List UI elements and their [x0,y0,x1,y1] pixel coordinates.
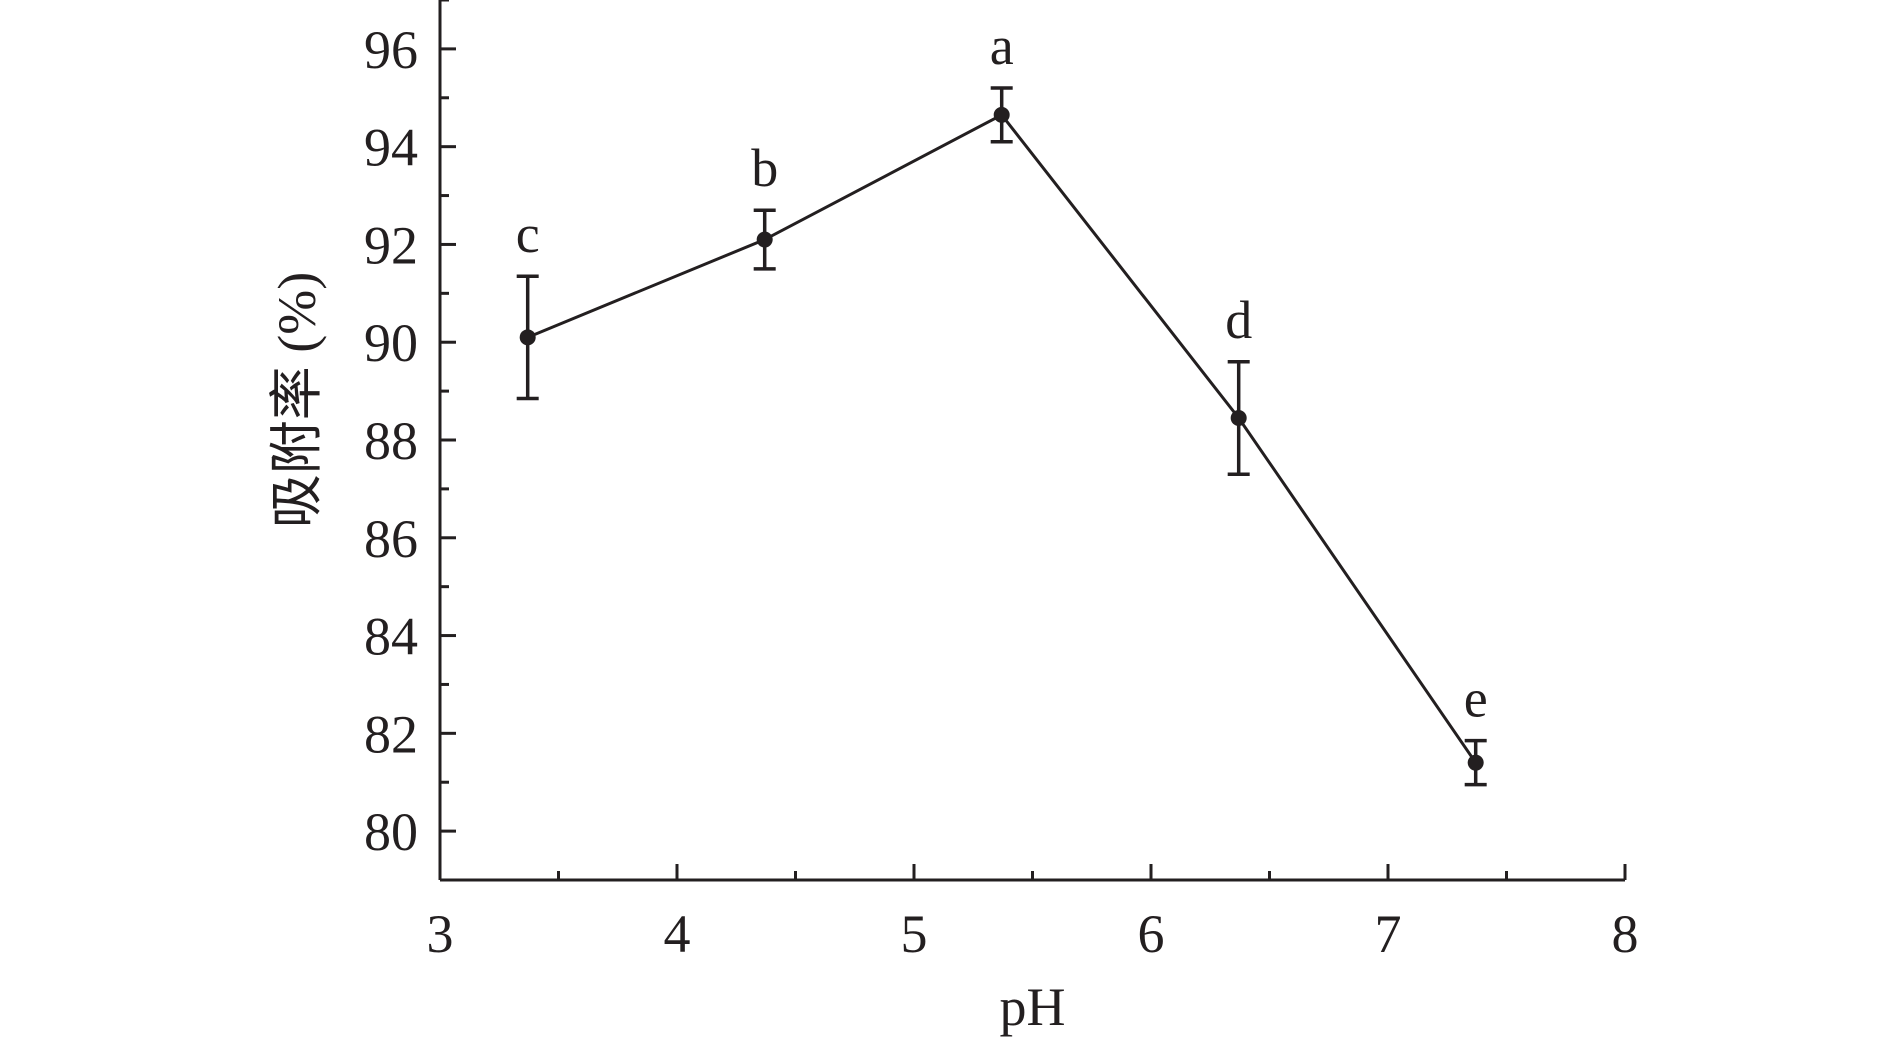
y-tick-label: 88 [364,411,418,471]
y-tick-label: 82 [364,704,418,764]
x-tick-label: 6 [1138,904,1165,964]
significance-label: a [990,16,1014,76]
significance-label: d [1225,290,1252,350]
y-tick-label: 96 [364,20,418,80]
significance-label: b [751,138,778,198]
data-point [756,231,773,248]
x-axis-label: pH [1000,977,1066,1037]
x-tick-label: 8 [1612,904,1639,964]
data-point [1467,754,1484,771]
x-tick-label: 7 [1375,904,1402,964]
y-tick-label: 84 [364,607,418,667]
significance-label: c [516,204,540,264]
x-tick-label: 3 [427,904,454,964]
series-line [527,112,1477,764]
y-tick-label: 94 [364,118,418,178]
y-tick-label: 92 [364,215,418,275]
data-point [519,329,536,346]
x-tick-label: 4 [664,904,691,964]
y-tick-label: 86 [364,509,418,569]
plot-area: c b a d e [516,16,1488,787]
y-axis-label: 吸附率 (%) [267,272,327,528]
y-tick-label: 90 [364,313,418,373]
data-point [1230,410,1247,426]
x-tick-label: 5 [901,904,928,964]
data-point [993,106,1010,123]
significance-label: e [1464,669,1488,729]
y-tick-label: 80 [364,802,418,862]
